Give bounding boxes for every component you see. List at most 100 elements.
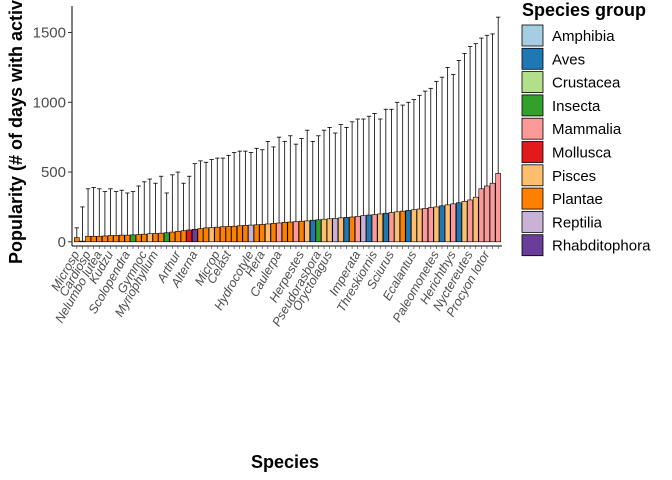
- bar: [388, 212, 395, 243]
- bar: [321, 218, 327, 243]
- legend-swatch: [521, 234, 544, 257]
- bar: [197, 228, 204, 243]
- bar: [467, 199, 473, 243]
- bar: [433, 206, 440, 243]
- legend-swatch: [521, 187, 544, 210]
- bar: [73, 237, 80, 243]
- y-tick-label: 1000: [33, 94, 66, 111]
- bar: [102, 235, 108, 243]
- legend-swatch: [521, 94, 544, 117]
- bar: [214, 226, 221, 243]
- bar: [377, 213, 384, 243]
- bar: [124, 234, 131, 243]
- bar: [191, 228, 198, 243]
- bar: [298, 220, 305, 243]
- legend-label: Mammalia: [552, 121, 622, 138]
- bar: [360, 215, 367, 243]
- bar: [287, 221, 294, 243]
- legend-swatch: [521, 210, 544, 233]
- bar: [90, 235, 97, 243]
- bar: [371, 214, 378, 243]
- bar: [118, 234, 125, 243]
- legend-label: Aves: [552, 51, 585, 68]
- bar: [85, 235, 91, 243]
- bar: [411, 209, 417, 243]
- bar: [478, 188, 485, 243]
- bar: [416, 208, 423, 243]
- bar: [158, 232, 164, 243]
- legend-swatch: [521, 47, 544, 70]
- bar: [225, 226, 232, 243]
- legend-label: Rhabditophora: [552, 238, 651, 255]
- bar: [236, 225, 243, 243]
- bar: [309, 219, 316, 243]
- legend-label: Amphibia: [552, 28, 615, 45]
- bar: [281, 221, 288, 243]
- legend-label: Mollusca: [552, 145, 612, 162]
- bar: [472, 196, 479, 243]
- legend-title: Species group: [522, 0, 646, 20]
- bar: [405, 210, 412, 243]
- bar: [484, 185, 490, 243]
- bar: [113, 235, 119, 243]
- bar: [456, 202, 462, 243]
- bar: [326, 218, 333, 243]
- bar: [208, 227, 215, 243]
- y-axis: 0 500 1000 1500: [33, 6, 73, 251]
- bar: [444, 204, 451, 243]
- bar: [349, 216, 355, 243]
- bar: [152, 233, 159, 243]
- legend-swatch: [521, 71, 544, 93]
- bar: [135, 234, 142, 243]
- bar: [427, 207, 434, 243]
- bar: [141, 233, 148, 243]
- bar: [259, 224, 266, 243]
- bar: [399, 210, 406, 243]
- bar: [96, 235, 103, 243]
- bar: [439, 205, 445, 243]
- legend-swatch: [521, 164, 544, 187]
- bar: [366, 214, 372, 243]
- y-tick-label: 500: [41, 164, 66, 181]
- bar: [220, 226, 226, 243]
- bar: [79, 240, 86, 243]
- legend-label: Plantae: [552, 191, 603, 208]
- bar: [461, 201, 468, 243]
- bar: [231, 225, 237, 243]
- bar: [343, 217, 350, 243]
- bar: [242, 225, 249, 243]
- bar: [248, 224, 254, 243]
- bar: [422, 208, 428, 243]
- bar: [338, 217, 344, 243]
- y-axis-title: Popularity (# of days with activ: [6, 0, 26, 264]
- bar: [382, 212, 389, 243]
- bar: [180, 230, 187, 243]
- bar: [186, 229, 193, 243]
- legend-swatch: [521, 24, 544, 47]
- legend-swatch: [521, 117, 544, 140]
- bar: [253, 224, 260, 243]
- bar: [495, 173, 502, 243]
- bar: [315, 219, 322, 243]
- bar: [270, 223, 277, 243]
- bar: [293, 221, 299, 243]
- bar: [276, 222, 282, 243]
- bar: [175, 231, 181, 243]
- bar: [265, 223, 271, 243]
- bar: [163, 232, 170, 243]
- bar: [354, 216, 361, 243]
- bar: [394, 211, 400, 243]
- bar: [169, 231, 176, 243]
- bar: [304, 220, 311, 243]
- bar: [147, 233, 153, 243]
- bar: [130, 234, 136, 243]
- bar: [450, 203, 457, 243]
- bar: [107, 235, 114, 243]
- legend: Species group Amphibia Aves Crustacea Insec…: [521, 0, 651, 257]
- legend-label: Reptilia: [552, 214, 603, 231]
- bar: [203, 227, 209, 243]
- legend-label: Insecta: [552, 98, 601, 115]
- legend-label: Pisces: [552, 168, 596, 185]
